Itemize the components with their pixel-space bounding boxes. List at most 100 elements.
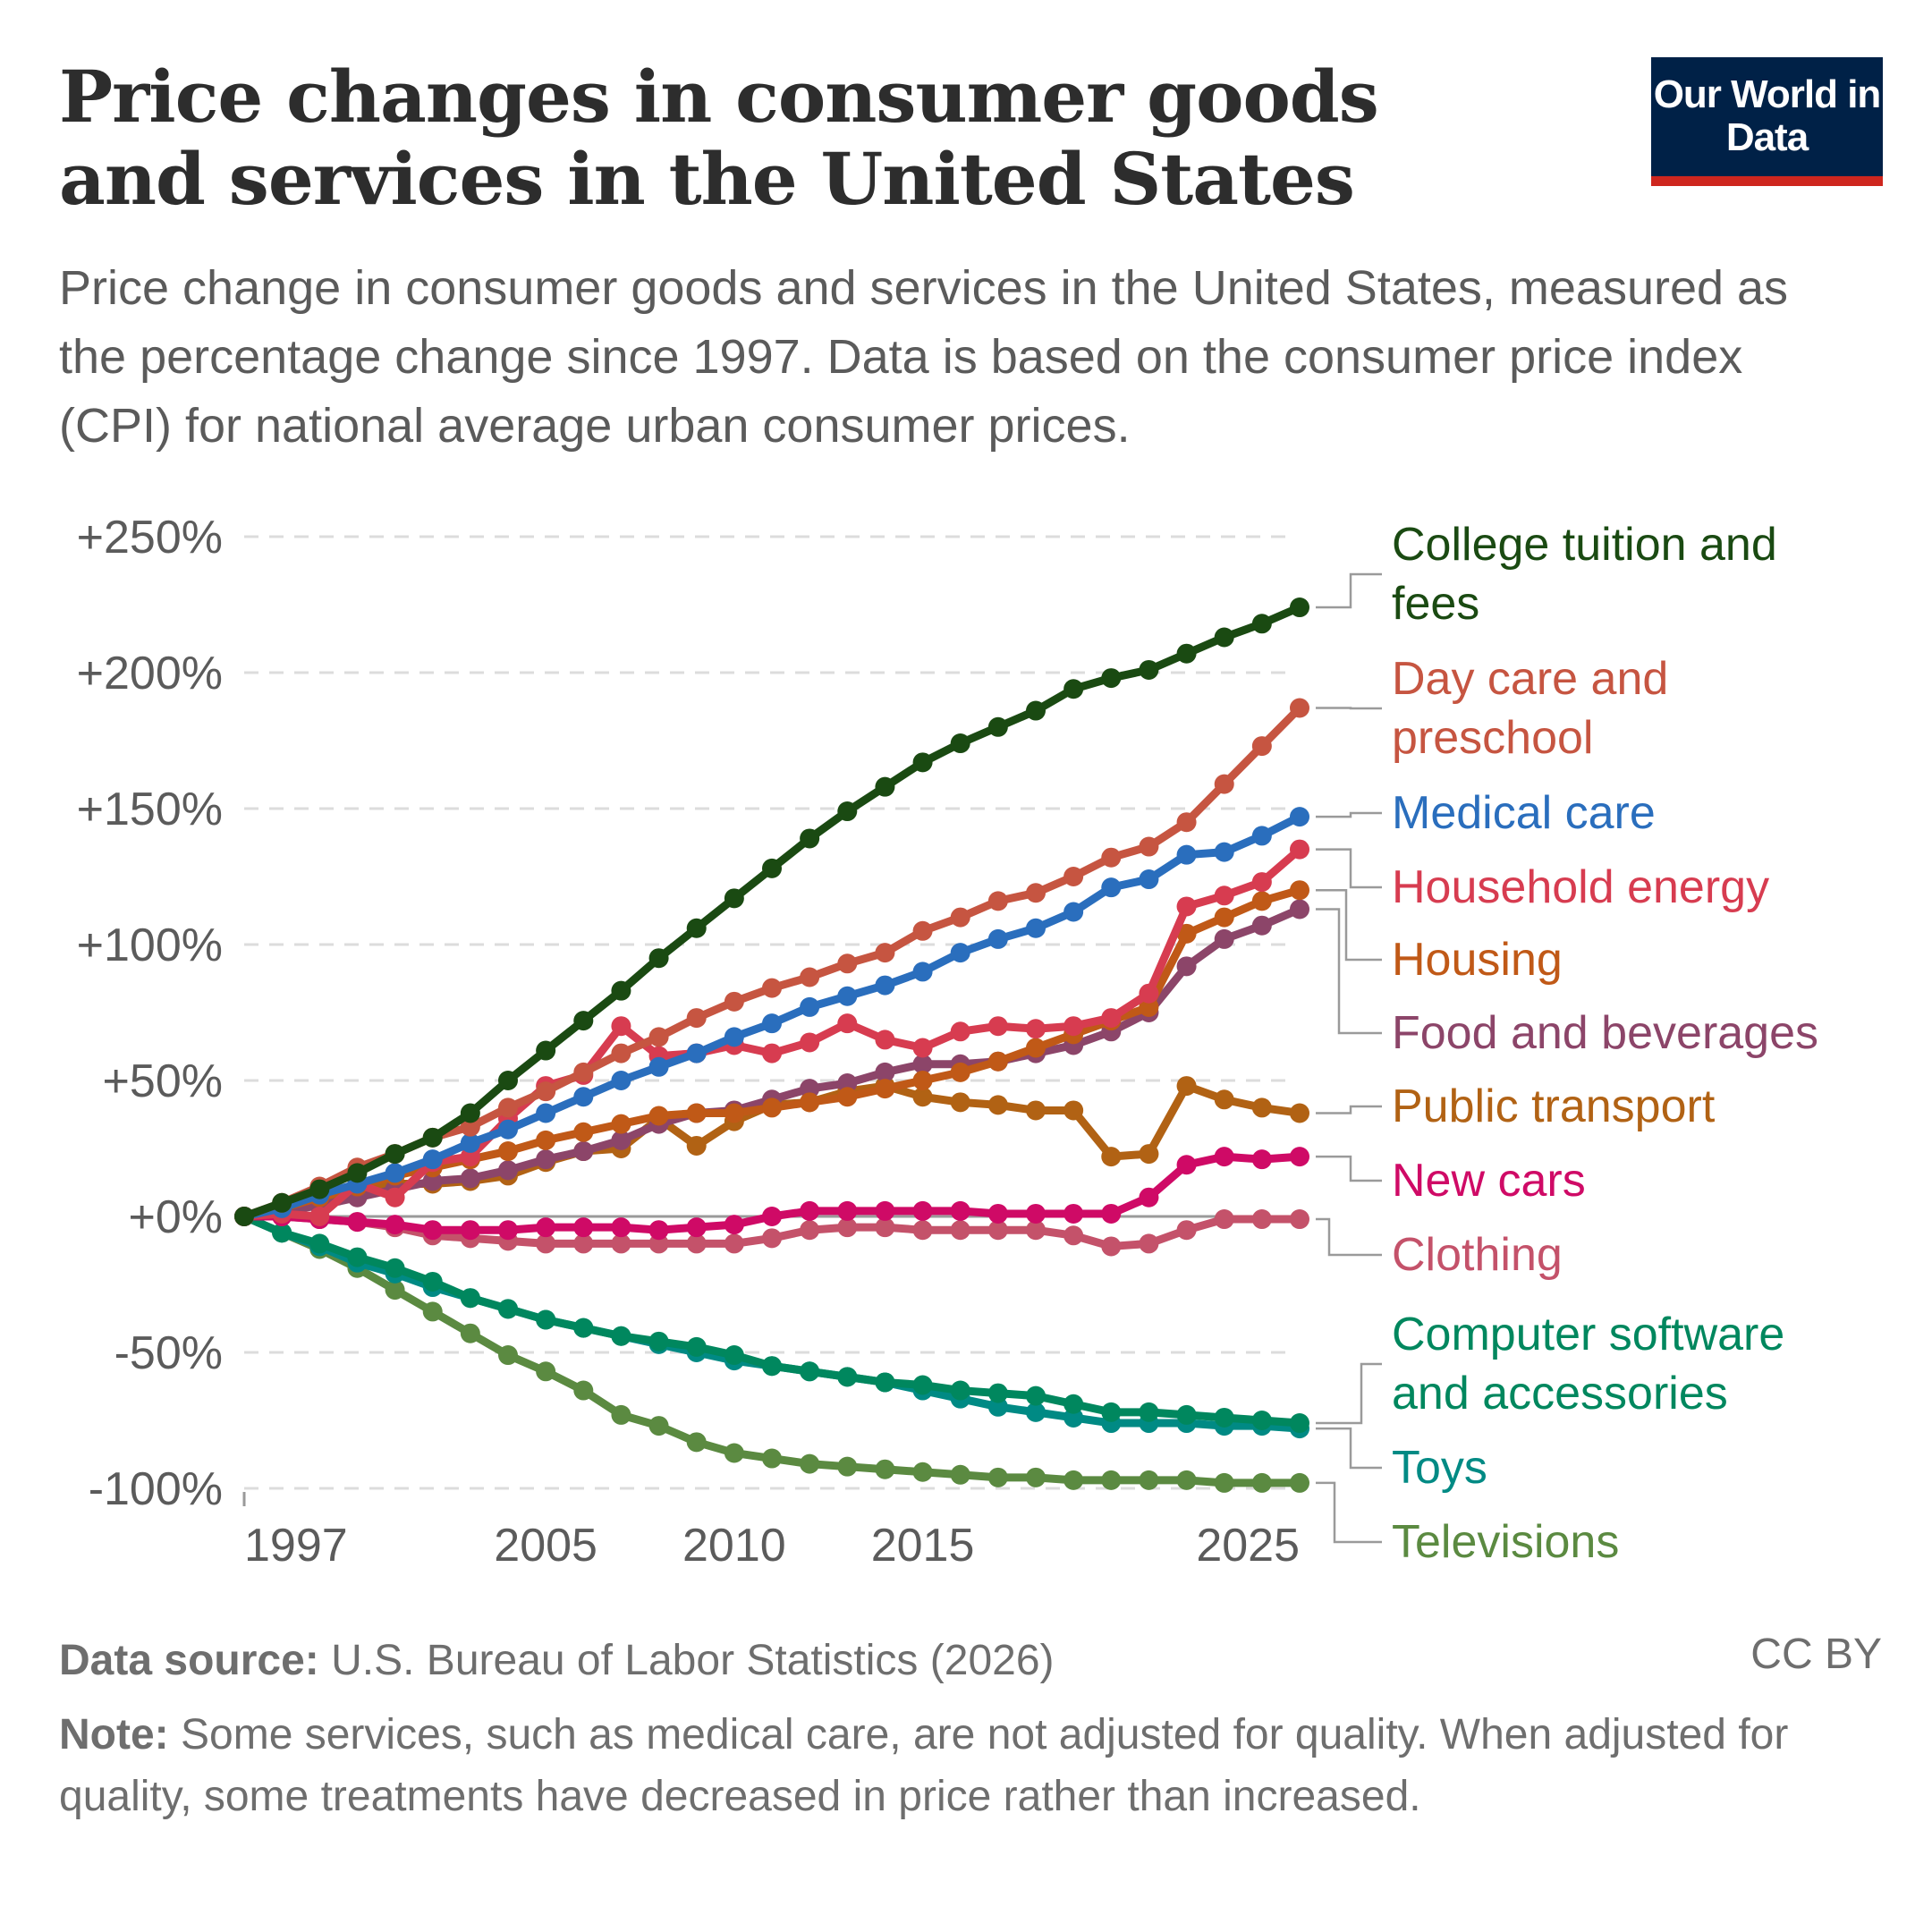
data-point	[385, 1163, 405, 1183]
y-tick-label: -100%	[89, 1463, 223, 1515]
data-point	[611, 1217, 631, 1238]
data-point	[762, 1448, 782, 1469]
data-point	[1026, 1402, 1046, 1422]
data-point	[1176, 1220, 1197, 1241]
data-point	[912, 962, 933, 982]
data-point	[536, 1309, 556, 1330]
data-point	[987, 891, 1008, 911]
source-text[interactable]: U.S. Bureau of Labor Statistics (2026)	[331, 1637, 1055, 1684]
data-point	[950, 943, 970, 963]
series-label[interactable]: Medical care	[1392, 787, 1656, 839]
label-connector	[1316, 811, 1382, 818]
data-point	[950, 1062, 970, 1082]
data-point	[762, 858, 782, 878]
data-point	[800, 1032, 820, 1053]
data-point	[648, 948, 669, 969]
data-point	[611, 1016, 631, 1037]
data-point	[385, 1258, 405, 1278]
series-line-11	[242, 1212, 1300, 1487]
series-label[interactable]: Public transport	[1392, 1080, 1716, 1132]
data-point	[987, 1467, 1008, 1487]
data-point	[987, 1396, 1008, 1417]
series-line-1	[242, 705, 1303, 1221]
data-point	[724, 991, 744, 1012]
series-label[interactable]: Household energy	[1392, 861, 1770, 913]
data-point	[912, 1375, 933, 1395]
data-point	[950, 1200, 970, 1221]
data-point	[536, 1149, 556, 1170]
data-point	[536, 1233, 556, 1254]
data-point	[837, 1367, 858, 1387]
data-point	[1063, 1394, 1084, 1414]
data-point	[987, 716, 1008, 737]
data-point	[912, 1087, 933, 1107]
data-point	[611, 1404, 631, 1425]
series-label[interactable]: New cars	[1392, 1155, 1586, 1207]
data-point	[950, 1021, 970, 1042]
data-point	[1101, 1236, 1122, 1257]
data-point	[987, 1203, 1008, 1224]
data-point	[1251, 891, 1272, 911]
data-point	[309, 1233, 330, 1254]
data-point	[1101, 1008, 1122, 1029]
series-label[interactable]: Clothing	[1392, 1229, 1563, 1281]
data-point	[1251, 1097, 1272, 1118]
data-point	[1026, 1019, 1046, 1039]
data-point	[1063, 902, 1084, 922]
data-point	[1063, 1470, 1084, 1490]
data-point	[385, 1144, 405, 1165]
data-point	[686, 918, 707, 938]
data-point	[1214, 842, 1234, 862]
data-point	[724, 1345, 744, 1366]
y-tick-label: +250%	[77, 512, 223, 564]
data-point	[875, 1030, 895, 1050]
data-point	[950, 1092, 970, 1113]
data-point	[686, 1217, 707, 1238]
data-point	[762, 1228, 782, 1249]
series-label[interactable]: Televisions	[1392, 1516, 1620, 1568]
series-label[interactable]: Housing	[1392, 934, 1563, 986]
data-point	[460, 1220, 480, 1241]
data-source: Data source: U.S. Bureau of Labor Statis…	[59, 1630, 1884, 1691]
data-point	[912, 1038, 933, 1058]
data-point	[912, 1200, 933, 1221]
data-point	[573, 1318, 594, 1338]
data-point	[536, 1361, 556, 1382]
series-label[interactable]: Day care and preschool	[1392, 653, 1669, 764]
data-point	[611, 980, 631, 1001]
data-point	[1214, 928, 1234, 949]
series-label[interactable]: College tuition and fees	[1392, 519, 1777, 630]
data-point	[1290, 1103, 1309, 1123]
data-point	[422, 1171, 443, 1191]
data-point	[611, 1326, 631, 1346]
series-label[interactable]: Computer software and accessories	[1392, 1309, 1785, 1419]
data-point	[950, 1380, 970, 1401]
series-label[interactable]: Food and beverages	[1392, 1007, 1819, 1059]
data-point	[498, 1345, 518, 1366]
data-point	[1063, 1225, 1084, 1246]
data-point	[498, 1160, 518, 1181]
data-point	[1290, 698, 1309, 718]
license[interactable]: CC BY	[1750, 1631, 1882, 1678]
data-point	[875, 943, 895, 963]
data-point	[1251, 1472, 1272, 1493]
x-tick-label: 2015	[871, 1520, 975, 1572]
data-point	[1214, 627, 1234, 648]
data-point	[1101, 1203, 1122, 1224]
data-point	[611, 1130, 631, 1150]
data-point	[1026, 1203, 1046, 1224]
data-point	[611, 1233, 631, 1254]
data-point	[1176, 923, 1197, 944]
data-point	[724, 1215, 744, 1235]
data-point	[1251, 1149, 1272, 1170]
data-point	[800, 967, 820, 987]
data-point	[309, 1179, 330, 1199]
data-point	[912, 1071, 933, 1090]
owid-logo[interactable]: Our World in Data	[1651, 57, 1883, 186]
data-point	[573, 1233, 594, 1254]
data-point	[686, 1233, 707, 1254]
data-point	[1026, 918, 1046, 938]
series-label[interactable]: Toys	[1392, 1442, 1487, 1494]
data-point	[1290, 807, 1309, 827]
